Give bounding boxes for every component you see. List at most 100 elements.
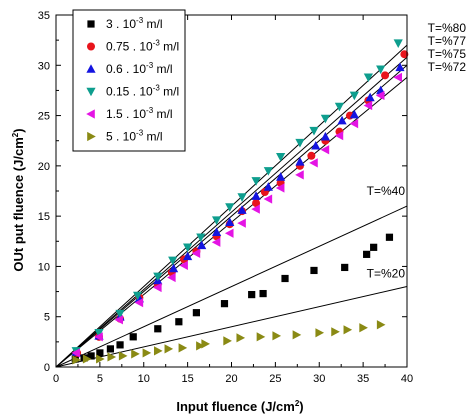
data-point [142, 348, 152, 358]
y-axis-title-tail: ) [11, 128, 26, 132]
x-tick-label: 40 [401, 373, 413, 385]
data-point [309, 158, 318, 168]
data-point [263, 194, 273, 204]
data-point [349, 109, 359, 119]
data-point [337, 115, 347, 125]
data-point [116, 341, 124, 349]
y-tick-label: 30 [38, 60, 50, 72]
data-point [72, 355, 81, 365]
x-tick-label: 10 [138, 373, 150, 385]
data-point [376, 320, 386, 330]
data-point [248, 290, 256, 299]
data-point [251, 191, 261, 200]
legend-label: 1.5 . 10-3 m/l [106, 106, 173, 121]
data-point [106, 345, 115, 353]
data-point [175, 318, 183, 326]
data-point [363, 73, 373, 83]
legend-label-text: 5 . 10 [106, 130, 136, 144]
data-point [381, 71, 390, 80]
legend-label: 0.15 . 10-3 m/l [106, 84, 179, 99]
data-point [131, 349, 140, 359]
y-tick-label: 0 [44, 362, 50, 374]
data-point [71, 348, 80, 358]
data-point [295, 138, 305, 148]
data-point [224, 228, 234, 238]
legend-label-tail: m/l [143, 17, 162, 31]
legend-label-sup: -3 [136, 129, 144, 138]
transmittance-label: T=%20 [367, 267, 406, 281]
legend-label-sup: -3 [153, 84, 161, 93]
x-axis-title-tail: ) [299, 399, 303, 414]
data-point [211, 216, 222, 225]
legend-label-text: 0.15 . 10 [106, 85, 153, 99]
data-point [370, 243, 378, 251]
x-axis-title: Input fluence (J/cm2) [176, 399, 303, 414]
x-axis-title-sup: 2 [295, 399, 300, 408]
data-point [252, 199, 261, 208]
y-axis-title-sup: 2 [11, 132, 20, 137]
legend-label: 0.75 . 10-3 m/l [106, 39, 179, 54]
data-point [263, 182, 273, 191]
data-point [334, 102, 345, 112]
x-axis-title-text: Input fluence (J/cm [176, 399, 294, 414]
data-point [295, 157, 305, 166]
legend-marker [87, 42, 95, 51]
data-point [225, 203, 235, 212]
data-point [359, 323, 368, 333]
data-point [334, 131, 344, 141]
data-point [87, 352, 95, 360]
data-point [307, 151, 316, 160]
legend-marker [86, 109, 95, 119]
data-point [94, 332, 103, 342]
legend-label-sup: -3 [146, 61, 154, 70]
data-point [272, 331, 282, 341]
y-tick-label: 10 [38, 261, 50, 273]
data-point [341, 263, 349, 272]
data-point [320, 131, 330, 141]
data-point [183, 243, 193, 253]
data-point [168, 263, 179, 273]
legend-label: 3 . 10-3 m/l [106, 16, 163, 31]
x-tick-label: 0 [53, 373, 59, 385]
data-point [96, 354, 105, 364]
data-point [168, 256, 178, 266]
data-point [107, 352, 117, 362]
data-point [343, 325, 353, 335]
data-point [223, 336, 232, 346]
data-point [393, 72, 403, 82]
data-point [315, 328, 325, 338]
data-point [237, 218, 246, 228]
data-point [164, 344, 174, 354]
transmittance-line [55, 286, 408, 368]
data-point [211, 227, 222, 237]
data-point [154, 325, 162, 333]
legend-label-text: 0.75 . 10 [106, 40, 153, 54]
x-tick-label: 35 [357, 373, 369, 385]
data-point [237, 193, 247, 202]
legend-label-tail: m/l [160, 40, 179, 54]
data-point [376, 65, 386, 75]
data-point [263, 167, 273, 176]
data-point [281, 274, 289, 283]
y-tick-label: 25 [38, 111, 50, 123]
x-tick-label: 20 [225, 373, 237, 385]
data-point [133, 291, 143, 301]
data-point [211, 237, 221, 247]
data-point [191, 248, 201, 258]
legend-label-tail: m/l [153, 107, 172, 121]
x-tick-label: 15 [182, 373, 194, 385]
data-point [237, 205, 247, 214]
data-point [96, 349, 104, 357]
data-point [183, 251, 193, 261]
legend-marker [87, 131, 96, 142]
data-point [349, 119, 359, 129]
legend-label-sup: -3 [136, 16, 144, 25]
data-point [363, 250, 371, 258]
data-point [256, 332, 266, 342]
data-point [375, 90, 385, 101]
y-tick-label: 35 [38, 10, 50, 22]
data-point [365, 92, 375, 102]
axes: 0 5 10 15 20 25 30 35 40 0 5 10 15 20 25 30 35 [38, 10, 413, 385]
data-point [196, 341, 205, 351]
